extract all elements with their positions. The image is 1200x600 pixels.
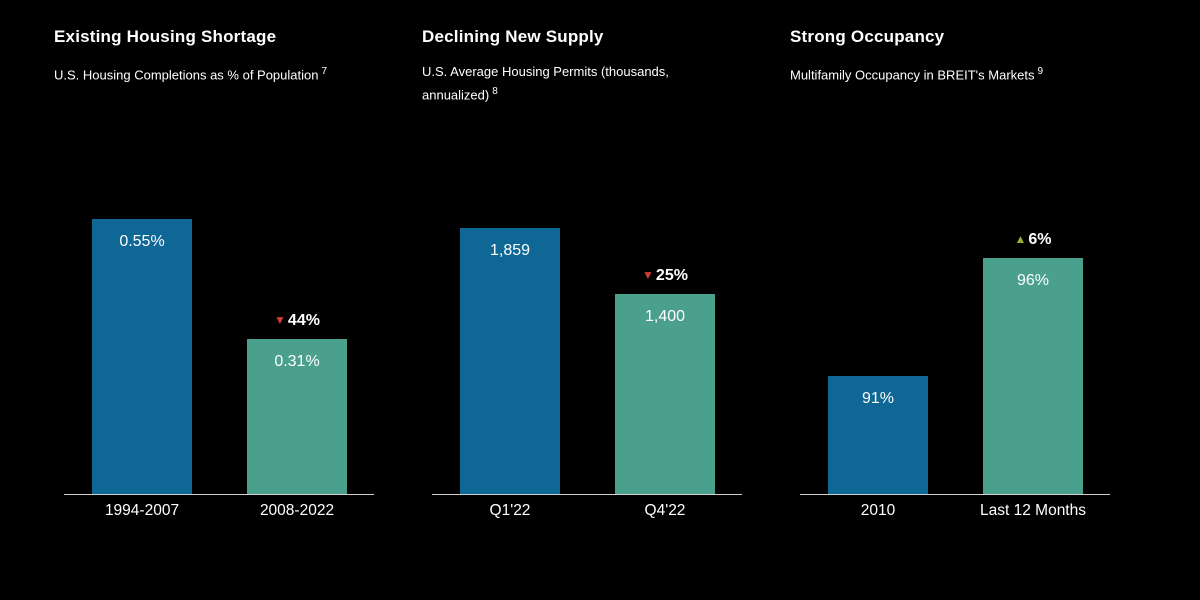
up-triangle-icon: ▲ [1014, 232, 1027, 246]
change-annotation: ▼ 25% [642, 268, 688, 284]
change-label: 6% [1028, 231, 1052, 248]
footnote-ref: 7 [321, 66, 328, 77]
x-axis-label: Last 12 Months [980, 502, 1086, 519]
chart-subtitle: U.S. Housing Completions as % of Populat… [54, 62, 338, 85]
chart-title: Strong Occupancy [790, 27, 945, 46]
x-axis-label: 2010 [860, 502, 896, 519]
chart-subtitle-text: U.S. Average Housing Permits (thousands,… [422, 64, 669, 103]
bar-value-label: 1,859 [489, 242, 531, 259]
chart-subtitle-text: Multifamily Occupancy in BREIT's Markets [790, 67, 1035, 83]
down-triangle-icon: ▼ [274, 313, 286, 327]
x-axis-label: 1994-2007 [104, 502, 180, 519]
chart-existing-housing-shortage: Existing Housing Shortage U.S. Housing C… [54, 0, 376, 600]
down-triangle-icon: ▼ [642, 268, 654, 282]
chart-title: Declining New Supply [422, 27, 604, 46]
bar-2010: 91% [828, 376, 928, 494]
change-label: 44% [287, 312, 320, 329]
chart-subtitle: U.S. Average Housing Permits (thousands,… [422, 62, 706, 105]
bar-value-label: 1,400 [644, 308, 686, 325]
change-annotation: ▲ 6% [1014, 232, 1051, 248]
footnote-ref: 9 [1037, 66, 1044, 77]
bar-value-label: 0.55% [119, 233, 165, 250]
footnote-ref: 8 [492, 86, 498, 97]
x-axis-label: Q1'22 [489, 502, 531, 519]
chart-title: Existing Housing Shortage [54, 27, 277, 46]
plot-area: 91% 96% ▲ 6% [800, 194, 1110, 495]
plot-area: 1,859 1,400 ▼ 25% [432, 194, 742, 495]
bar-value-label: 91% [861, 390, 895, 407]
chart-strong-occupancy: Strong Occupancy Multifamily Occupancy i… [790, 0, 1112, 600]
x-axis-label: 2008-2022 [259, 502, 335, 519]
bar-q4-22: 1,400 [615, 294, 715, 494]
change-label: 25% [655, 267, 688, 284]
bar-1994-2007: 0.55% [92, 219, 192, 494]
bar-value-label: 96% [1016, 272, 1050, 289]
bar-value-label: 0.31% [274, 353, 320, 370]
chart-subtitle-text: U.S. Housing Completions as % of Populat… [54, 67, 319, 83]
plot-area: 0.55% 0.31% ▼ 44% [64, 194, 374, 495]
x-axis-label: Q4'22 [644, 502, 686, 519]
bar-2008-2022: 0.31% [247, 339, 347, 494]
chart-subtitle: Multifamily Occupancy in BREIT's Markets… [790, 62, 1074, 85]
bar-q1-22: 1,859 [460, 228, 560, 494]
change-annotation: ▼ 44% [274, 313, 320, 329]
chart-declining-new-supply: Declining New Supply U.S. Average Housin… [422, 0, 744, 600]
bar-last-12-months: 96% [983, 258, 1083, 494]
